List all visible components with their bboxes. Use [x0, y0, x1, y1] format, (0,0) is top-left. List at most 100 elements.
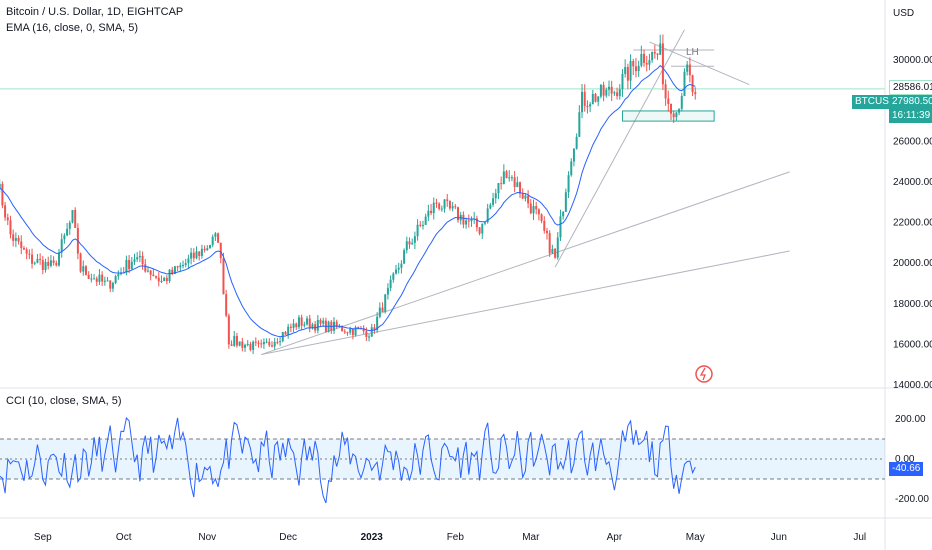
candle — [524, 193, 527, 202]
candle — [308, 314, 311, 333]
candle-body — [599, 84, 602, 97]
candle — [39, 253, 42, 265]
candle-body — [656, 53, 659, 55]
candle-body — [6, 217, 9, 221]
candle-body — [368, 336, 371, 338]
candle-body — [36, 258, 39, 263]
candle — [149, 269, 152, 281]
candle — [532, 199, 535, 221]
time-axis[interactable]: Sep Oct Nov Dec 2023 Feb Mar Apr May Jun Jul — [34, 532, 866, 543]
candle — [87, 271, 90, 280]
ema-label[interactable]: EMA (16, close, 0, SMA, 5) — [6, 22, 139, 34]
time-tick: May — [686, 532, 705, 543]
candle — [152, 269, 155, 277]
candle-body — [551, 248, 554, 254]
candle-body — [508, 177, 511, 179]
candle — [246, 340, 249, 347]
candle-body — [60, 239, 63, 253]
candle-body — [203, 248, 206, 251]
candle-body — [176, 266, 179, 268]
cci-legend[interactable]: CCI (10, close, SMA, 5) — [6, 395, 122, 407]
candle — [52, 256, 55, 266]
ema-legend[interactable]: EMA (16, close, 0, SMA, 5) — [6, 22, 138, 34]
symbol-title[interactable]: Bitcoin / U.S. Dollar, 1D, EIGHTCAP — [6, 6, 184, 18]
time-tick: Oct — [116, 532, 132, 543]
candle — [306, 315, 309, 326]
candle-body — [535, 206, 538, 210]
candle-body — [435, 202, 438, 204]
candle-body — [624, 67, 627, 74]
candle — [529, 199, 532, 215]
candle — [257, 340, 260, 348]
time-tick: Jul — [853, 532, 866, 543]
time-tick: Nov — [198, 532, 216, 543]
candle — [279, 337, 282, 347]
candle-body — [208, 245, 211, 249]
candle-body — [125, 259, 128, 273]
candle — [656, 53, 659, 60]
candle — [413, 231, 416, 250]
candle-body — [82, 266, 85, 272]
candle-body — [295, 323, 298, 328]
candle — [489, 202, 492, 210]
candle-body — [346, 332, 349, 334]
candle — [36, 253, 39, 264]
candle-body — [311, 324, 314, 329]
alert-icon[interactable] — [695, 365, 713, 383]
candle-body — [233, 336, 236, 346]
candle-body — [71, 209, 74, 223]
candle — [454, 204, 457, 210]
candle — [343, 328, 346, 335]
candle — [270, 341, 273, 348]
candle — [618, 84, 621, 100]
candle — [378, 302, 381, 319]
candle — [373, 324, 376, 334]
candle-body — [155, 276, 158, 278]
candle-body — [222, 258, 225, 295]
candle-body — [494, 193, 497, 199]
candle — [233, 331, 236, 347]
cci-band-fill — [0, 439, 885, 479]
candle-body — [467, 220, 470, 222]
crosshair-price-tag: 28586.01 — [889, 80, 932, 95]
candle — [41, 256, 44, 275]
candle — [217, 232, 220, 244]
candle-body — [465, 220, 468, 225]
chart-title[interactable]: Bitcoin / U.S. Dollar, 1D, EIGHTCAP — [6, 6, 183, 18]
candle — [381, 302, 384, 313]
candle-body — [354, 326, 357, 336]
candle-body — [103, 280, 106, 282]
candle-body — [545, 230, 548, 234]
candle — [686, 60, 689, 76]
price-tick: 26000.00 — [893, 136, 932, 147]
candle-body — [365, 331, 368, 338]
candle — [362, 325, 365, 335]
candle-body — [49, 260, 52, 266]
candle — [141, 251, 144, 270]
candle — [249, 341, 252, 352]
candle — [208, 244, 211, 249]
candle-body — [405, 241, 408, 251]
candle-body — [694, 92, 697, 95]
candle-body — [408, 241, 411, 245]
candle-body — [165, 277, 168, 282]
candle — [384, 293, 387, 314]
candle-body — [432, 202, 435, 214]
cci-label[interactable]: CCI (10, close, SMA, 5) — [6, 395, 122, 407]
candle — [591, 89, 594, 105]
candle — [179, 262, 182, 273]
candle-body — [605, 89, 608, 96]
candle — [273, 337, 276, 350]
candle-body — [570, 161, 573, 176]
candle — [144, 258, 147, 273]
candle-body — [548, 233, 551, 254]
candle-body — [578, 112, 581, 137]
candle — [109, 280, 112, 293]
candle — [1, 181, 4, 209]
candle — [419, 221, 422, 228]
cci-tick: 200.00 — [895, 414, 926, 425]
candle — [33, 261, 36, 266]
cci-axis[interactable]: 200.00 0.00 -200.00 — [895, 414, 929, 505]
candle — [98, 269, 101, 286]
